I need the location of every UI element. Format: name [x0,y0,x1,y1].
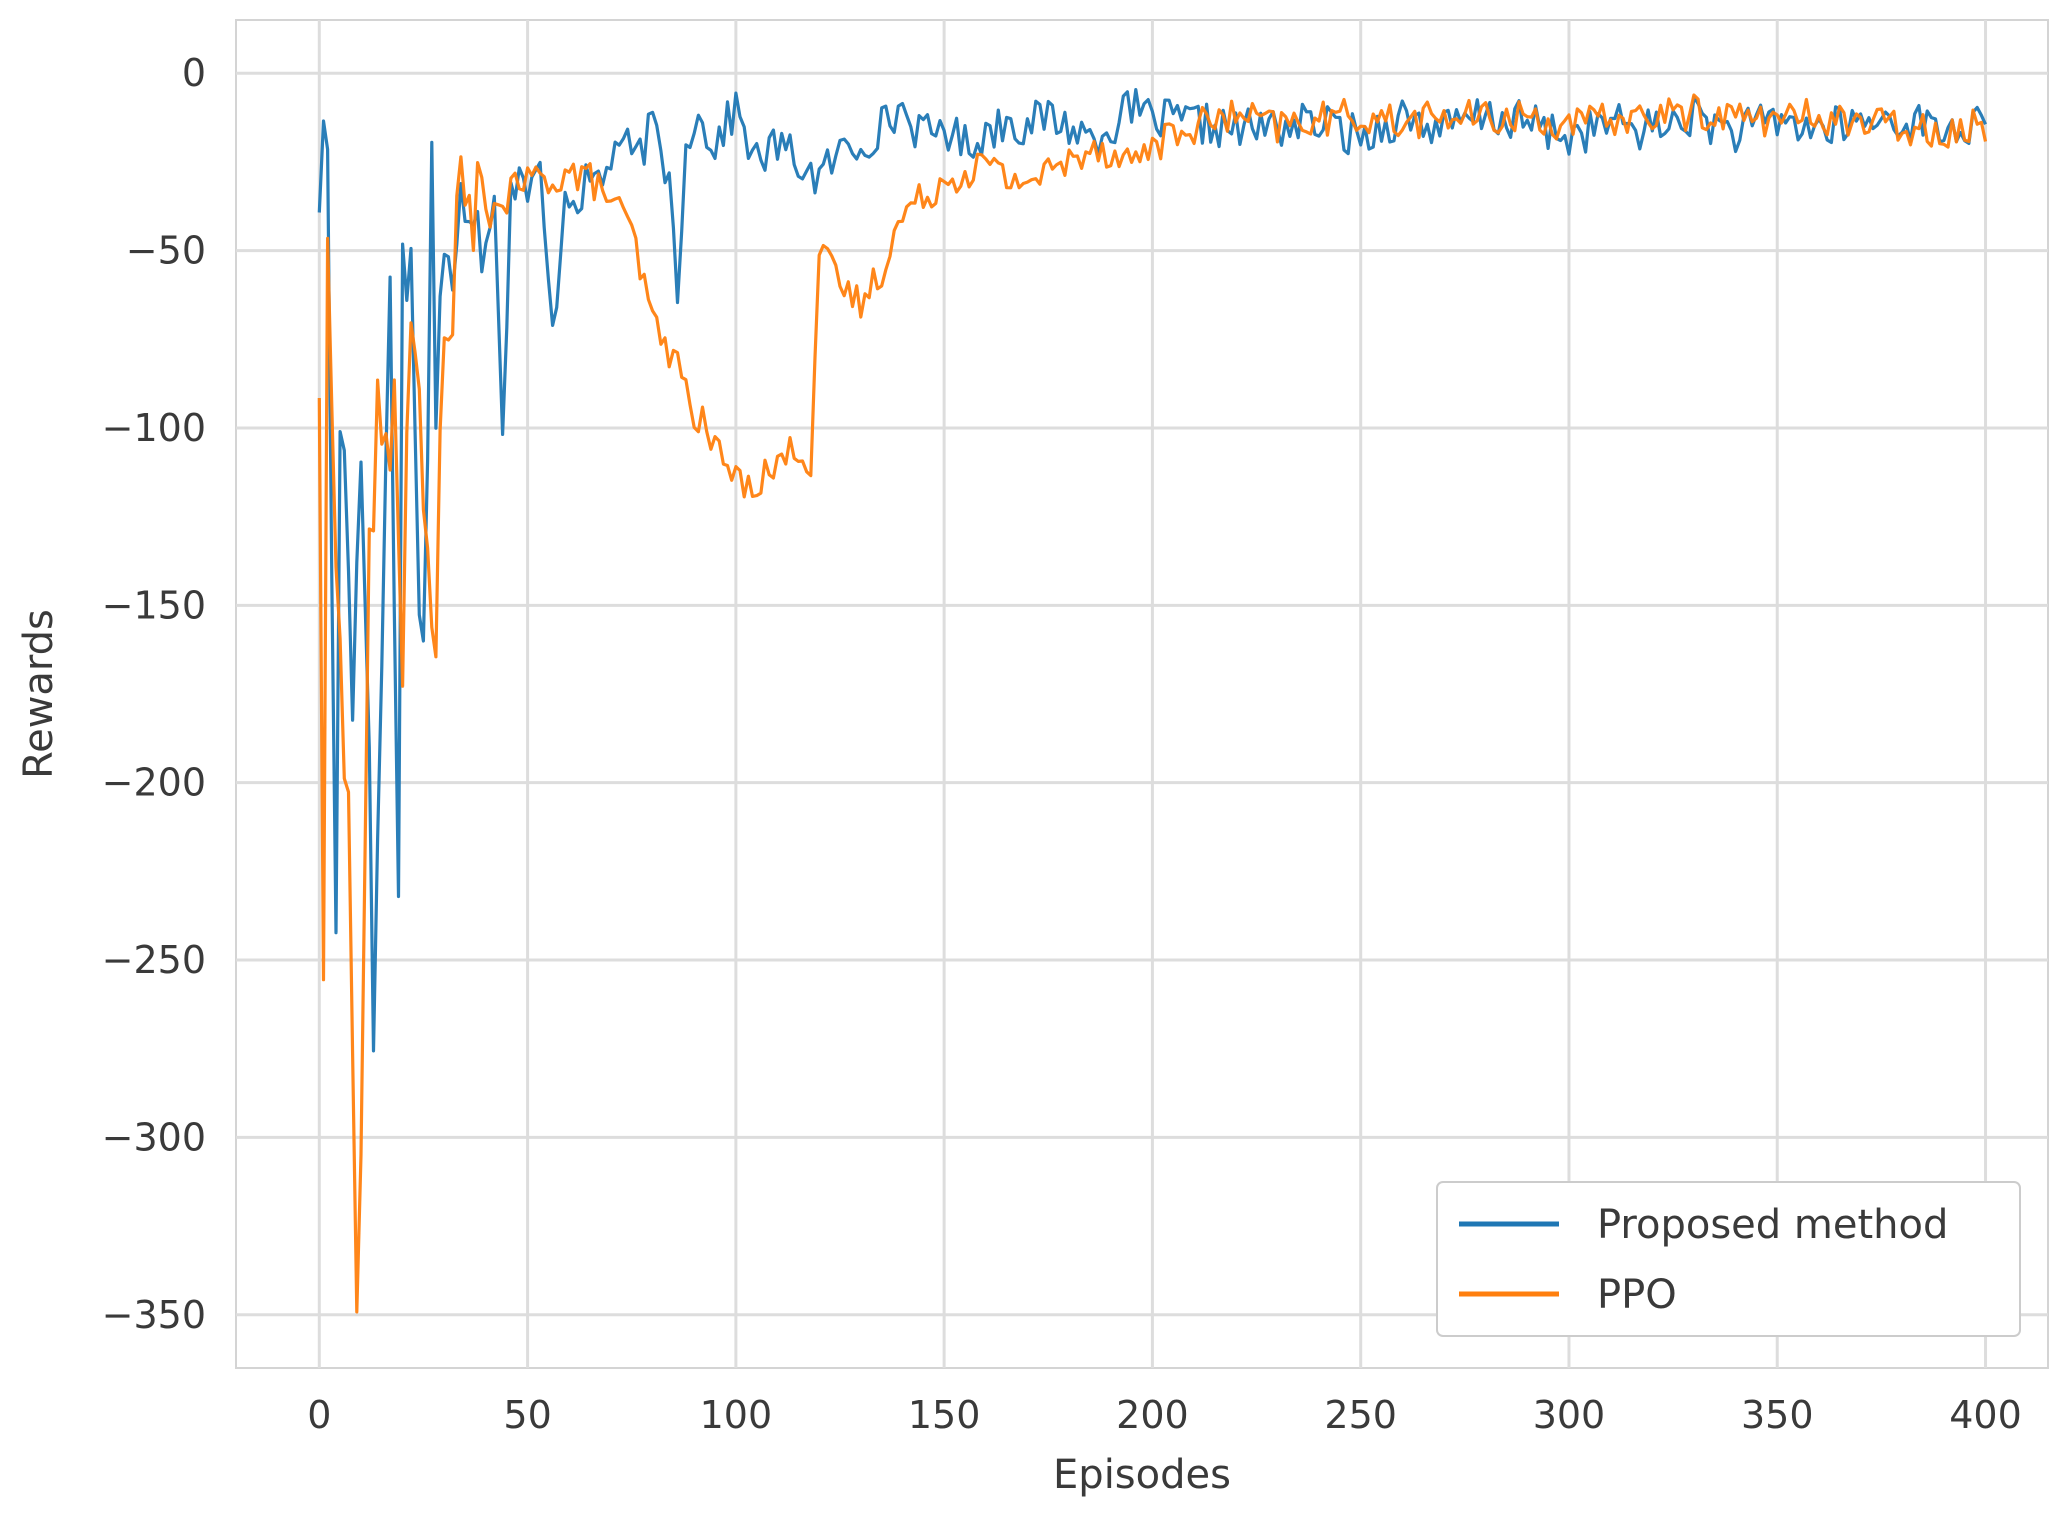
y-tick-label: 0 [182,51,206,95]
x-axis-ticks: 0 50 100 150 200 250 300 350 400 [307,1393,2022,1437]
x-tick-label: 300 [1533,1393,1606,1437]
y-axis-ticks: 0 −50 −100 −150 −200 −250 −300 −350 [102,51,206,1337]
y-tick-label: −250 [102,938,206,982]
y-axis-label: Rewards [16,609,62,779]
legend-label-ppo: PPO [1597,1272,1677,1318]
y-tick-label: −200 [102,761,206,805]
x-tick-label: 150 [908,1393,981,1437]
x-tick-label: 200 [1116,1393,1189,1437]
x-tick-label: 400 [1949,1393,2022,1437]
y-tick-label: −50 [126,229,206,273]
y-tick-label: −350 [102,1293,206,1337]
y-tick-label: −100 [102,406,206,450]
grid-lines [236,20,2048,1368]
series-line-ppo [317,93,1988,1314]
legend-label-proposed-method: Proposed method [1597,1202,1948,1248]
plot-area [235,19,2049,1369]
y-tick-label: −150 [102,583,206,627]
x-tick-label: 0 [307,1393,331,1437]
x-axis-label: Episodes [1053,1452,1231,1498]
x-tick-label: 50 [503,1393,551,1437]
x-tick-label: 350 [1741,1393,1814,1437]
y-tick-label: −300 [102,1115,206,1159]
x-tick-label: 100 [700,1393,773,1437]
legend-box [1436,1181,2021,1337]
x-tick-label: 250 [1324,1393,1397,1437]
legend: Proposed method PPO [1436,1181,2021,1337]
series-layer [317,87,1988,1314]
